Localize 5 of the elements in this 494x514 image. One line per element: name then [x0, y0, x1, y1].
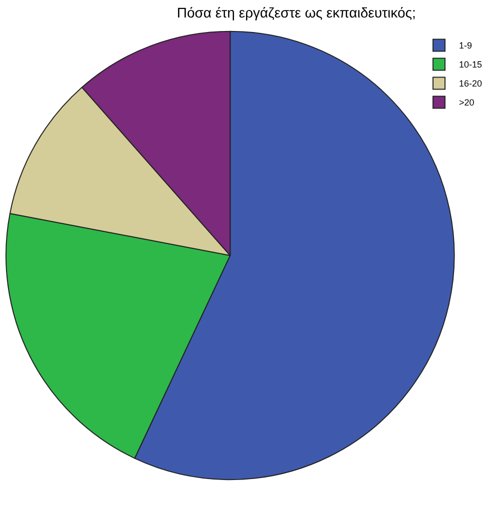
legend-label: 16-20: [459, 78, 482, 89]
legend-label: >20: [459, 98, 474, 108]
chart-title: Πόσα έτη εργάζεστε ως εκπαιδευτικός;: [176, 4, 416, 21]
legend-label: 1-9: [459, 40, 472, 51]
legend-label: 10-15: [459, 60, 482, 70]
